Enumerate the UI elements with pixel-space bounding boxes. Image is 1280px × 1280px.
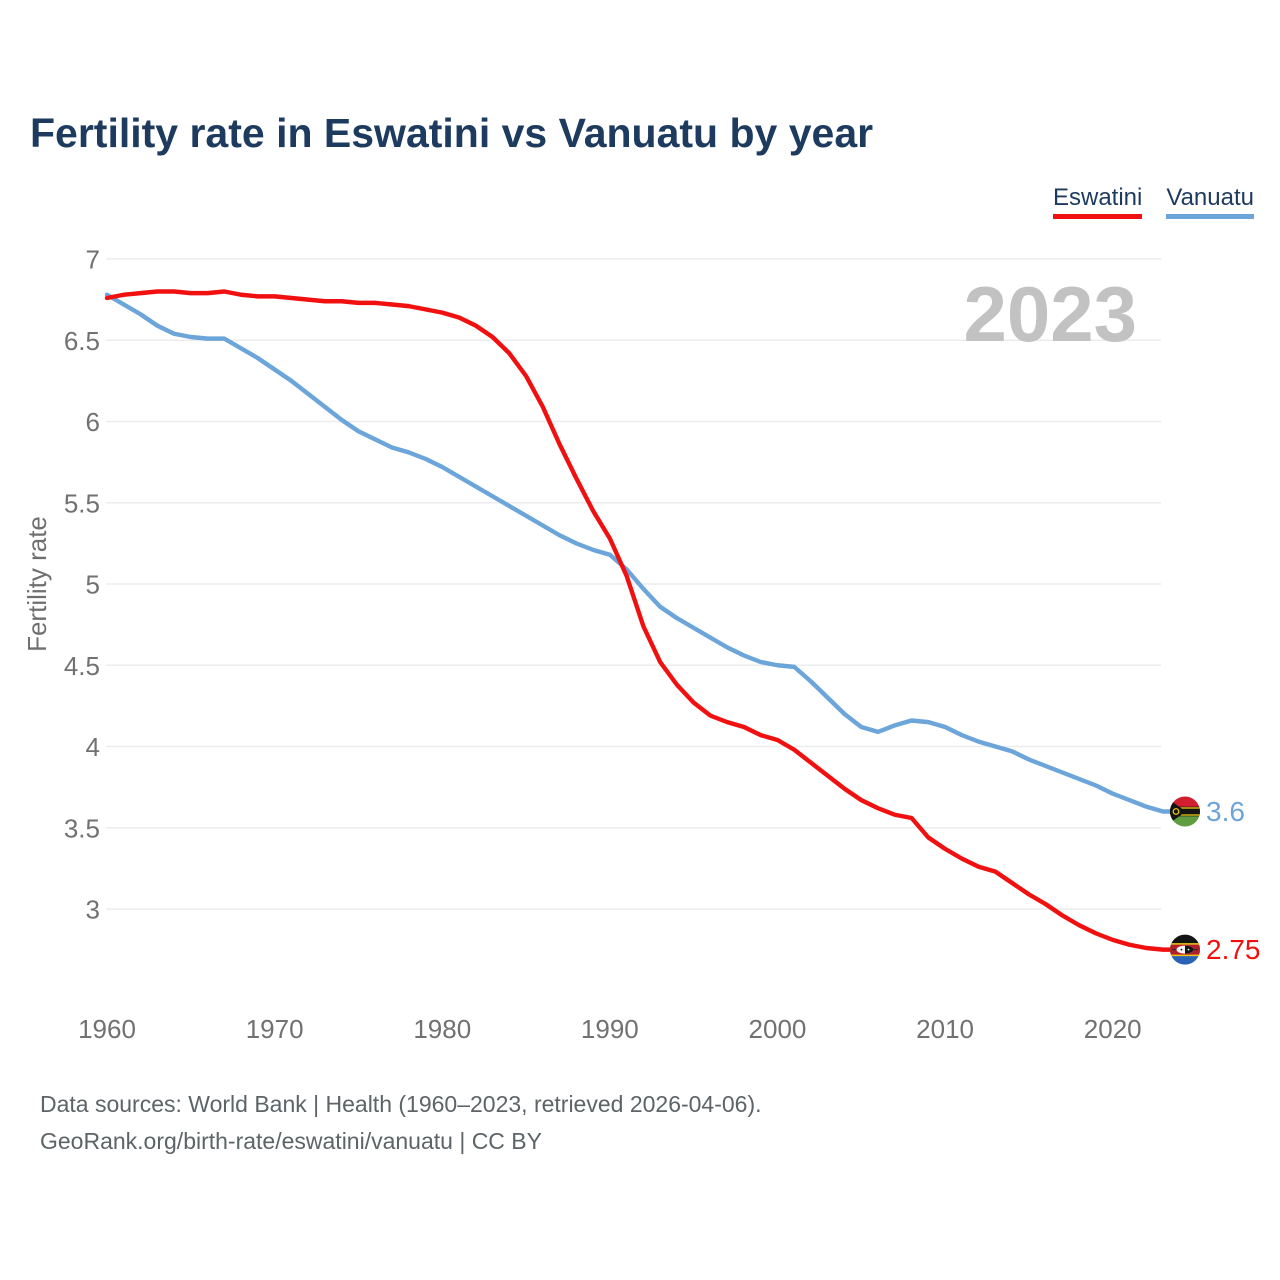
series-line-eswatini[interactable] (104, 289, 1174, 952)
source-attribution: Data sources: World Bank | Health (1960–… (40, 1086, 762, 1160)
watermark: 2023 (963, 270, 1137, 358)
x-tick-label: 1970 (246, 1014, 304, 1044)
y-tick-label: 6.5 (64, 326, 100, 356)
legend-label-vanuatu: Vanuatu (1166, 184, 1254, 211)
legend-item-vanuatu[interactable]: Vanuatu (1166, 184, 1254, 220)
series-lines (104, 289, 1174, 952)
y-axis-title: Fertility rate (22, 516, 52, 652)
x-tick-label: 2000 (749, 1014, 807, 1044)
vanuatu-end-label: 3.6 (1206, 796, 1245, 827)
series-line-vanuatu[interactable] (104, 292, 1174, 814)
gridlines (106, 258, 1161, 910)
page-title: Fertility rate in Eswatini vs Vanuatu by… (30, 110, 874, 156)
y-tick-label: 5 (86, 570, 100, 600)
y-tick-label: 6 (86, 407, 100, 437)
footer-line-1: Data sources: World Bank | Health (1960–… (40, 1091, 762, 1117)
y-tick-label: 3.5 (64, 813, 100, 843)
vanuatu-flag-icon (1170, 796, 1200, 827)
x-tick-label: 1960 (78, 1014, 136, 1044)
eswatini-end-label: 2.75 (1206, 934, 1261, 965)
legend-item-eswatini[interactable]: Eswatini (1052, 184, 1143, 220)
x-tick-label: 2010 (916, 1014, 974, 1044)
y-tick-label: 4.5 (64, 651, 100, 681)
y-tick-label: 5.5 (64, 488, 100, 518)
y-tick-label: 7 (86, 245, 100, 275)
legend-label-eswatini: Eswatini (1052, 184, 1143, 211)
axis-ticks: 7 6.5 6 5.5 5 4.5 4 3.5 3 1960 1970 1980 1990 2000 201… (64, 245, 1142, 1045)
legend: Eswatini Vanuatu (1052, 184, 1254, 220)
y-tick-label: 4 (86, 732, 100, 762)
eswatini-flag-icon (1170, 934, 1200, 965)
x-tick-label: 1980 (413, 1014, 471, 1044)
y-tick-label: 3 (86, 895, 100, 925)
x-tick-label: 1990 (581, 1014, 639, 1044)
x-tick-label: 2020 (1084, 1014, 1142, 1044)
footer-line-2: GeoRank.org/birth-rate/eswatini/vanuatu … (40, 1128, 542, 1154)
